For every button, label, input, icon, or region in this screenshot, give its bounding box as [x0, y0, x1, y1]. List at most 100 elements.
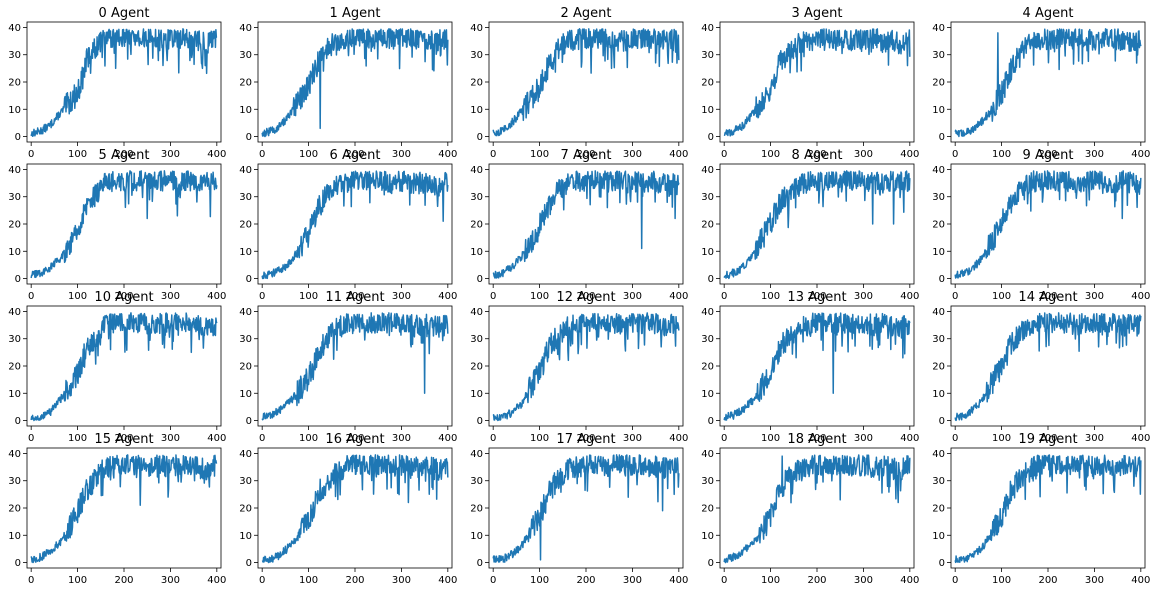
x-tick-label: 100	[68, 291, 87, 302]
y-tick-label: 20	[8, 220, 21, 231]
subplot-9: 9 Agent 0 100 200 300 400 0 10 20 30 40	[932, 148, 1150, 302]
subplot-11: 11 Agent 0 100 200 300 400 0 10 20 30 40	[239, 290, 457, 444]
subplot-1: 1 Agent 0 100 200 300 400 0 10 20 30 40	[239, 6, 457, 160]
y-tick-label: 40	[8, 165, 21, 176]
y-tick-label: 10	[932, 247, 945, 258]
series-line	[492, 28, 680, 137]
y-tick-label: 40	[8, 307, 21, 318]
y-tick-label: 20	[239, 78, 252, 89]
subplot-13: 13 Agent 0 100 200 300 400 0 10 20 30 40	[701, 290, 919, 444]
x-tick-label: 200	[807, 149, 826, 160]
x-tick-label: 300	[623, 149, 642, 160]
series-line	[30, 28, 218, 138]
x-tick-label: 100	[68, 433, 87, 444]
x-tick-label: 100	[530, 575, 549, 586]
subplot-title: 18 Agent	[787, 432, 846, 447]
x-tick-label: 0	[721, 433, 727, 444]
series-line	[492, 454, 680, 563]
subplot-14: 14 Agent 0 100 200 300 400 0 10 20 30 40	[932, 290, 1150, 444]
y-tick-label: 40	[239, 449, 252, 460]
y-tick-label: 10	[470, 531, 483, 542]
y-tick-label: 30	[8, 334, 21, 345]
y-tick-label: 20	[701, 362, 714, 373]
series-line	[723, 454, 911, 564]
x-tick-label: 400	[438, 291, 457, 302]
x-tick-label: 400	[1131, 149, 1150, 160]
x-tick-label: 200	[114, 291, 133, 302]
y-tick-label: 0	[246, 274, 252, 285]
y-tick-label: 20	[470, 78, 483, 89]
x-tick-label: 400	[669, 433, 688, 444]
y-tick-label: 40	[470, 449, 483, 460]
x-tick-label: 100	[761, 433, 780, 444]
x-tick-label: 0	[952, 149, 958, 160]
x-tick-label: 400	[207, 433, 226, 444]
x-tick-label: 400	[207, 575, 226, 586]
y-tick-label: 20	[239, 504, 252, 515]
x-tick-label: 400	[669, 149, 688, 160]
x-tick-label: 100	[68, 149, 87, 160]
x-tick-label: 100	[761, 149, 780, 160]
y-tick-label: 30	[701, 50, 714, 61]
y-tick-label: 40	[701, 307, 714, 318]
y-tick-label: 30	[470, 334, 483, 345]
y-tick-label: 0	[939, 416, 945, 427]
x-tick-label: 400	[900, 291, 919, 302]
x-tick-label: 400	[900, 149, 919, 160]
y-tick-label: 20	[239, 220, 252, 231]
y-tick-label: 40	[932, 307, 945, 318]
x-tick-label: 0	[721, 575, 727, 586]
y-tick-label: 0	[708, 274, 714, 285]
y-tick-label: 0	[246, 416, 252, 427]
y-tick-label: 20	[8, 504, 21, 515]
y-tick-label: 40	[8, 449, 21, 460]
x-tick-label: 0	[259, 575, 265, 586]
x-tick-label: 400	[207, 149, 226, 160]
x-tick-label: 100	[299, 291, 318, 302]
series-line	[954, 28, 1142, 138]
y-tick-label: 10	[8, 389, 21, 400]
series-line	[723, 170, 911, 280]
x-tick-label: 300	[623, 291, 642, 302]
y-tick-label: 0	[15, 416, 21, 427]
y-tick-label: 0	[708, 558, 714, 569]
y-tick-label: 40	[701, 449, 714, 460]
y-tick-label: 0	[939, 558, 945, 569]
subplot-7: 7 Agent 0 100 200 300 400 0 10 20 30 40	[470, 148, 688, 302]
subplot-title: 8 Agent	[792, 148, 843, 163]
x-tick-label: 200	[807, 575, 826, 586]
subplot-title: 5 Agent	[99, 148, 150, 163]
y-tick-label: 30	[932, 476, 945, 487]
y-tick-label: 10	[239, 105, 252, 116]
y-tick-label: 20	[932, 78, 945, 89]
x-tick-label: 300	[1085, 575, 1104, 586]
x-tick-label: 0	[952, 575, 958, 586]
y-tick-label: 20	[701, 504, 714, 515]
x-tick-label: 100	[530, 433, 549, 444]
y-tick-label: 30	[8, 192, 21, 203]
y-tick-label: 40	[470, 23, 483, 34]
y-tick-label: 30	[8, 476, 21, 487]
x-tick-label: 400	[438, 149, 457, 160]
y-tick-label: 20	[932, 362, 945, 373]
x-tick-label: 300	[854, 575, 873, 586]
y-tick-label: 30	[470, 476, 483, 487]
subplot-title: 14 Agent	[1018, 290, 1077, 305]
subplot-5: 5 Agent 0 100 200 300 400 0 10 20 30 40	[8, 148, 226, 302]
x-tick-label: 300	[161, 575, 180, 586]
series-line	[492, 170, 680, 279]
subplot-0: 0 Agent 0 100 200 300 400 0 10 20 30 40	[8, 6, 226, 160]
subplot-8: 8 Agent 0 100 200 300 400 0 10 20 30 40	[701, 148, 919, 302]
x-tick-label: 100	[530, 149, 549, 160]
subplot-title: 0 Agent	[99, 6, 150, 21]
subplot-title: 16 Agent	[325, 432, 384, 447]
y-tick-label: 30	[239, 192, 252, 203]
subplot-title: 9 Agent	[1023, 148, 1074, 163]
x-tick-label: 300	[623, 575, 642, 586]
y-tick-label: 10	[701, 105, 714, 116]
x-tick-label: 100	[530, 291, 549, 302]
x-tick-label: 300	[392, 433, 411, 444]
series-line	[954, 312, 1142, 422]
subplot-title: 3 Agent	[792, 6, 843, 21]
series-line	[261, 454, 449, 564]
